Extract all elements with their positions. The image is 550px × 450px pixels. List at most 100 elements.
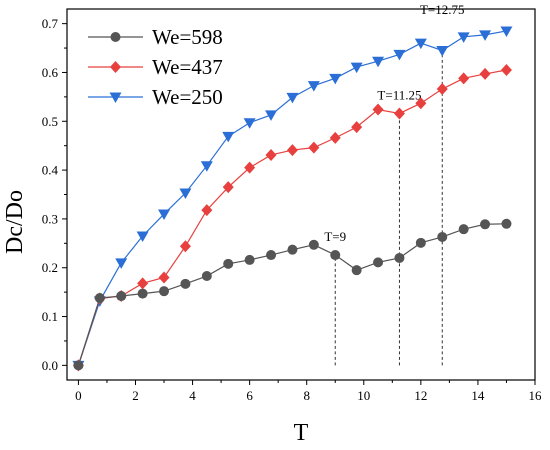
data-point	[180, 278, 191, 289]
data-point	[308, 141, 320, 154]
legend-label: We=250	[152, 85, 223, 109]
data-point	[244, 161, 256, 174]
legend-label: We=598	[152, 25, 223, 49]
y-tick-label: 0.7	[42, 16, 59, 31]
y-tick-label: 0.6	[42, 65, 59, 80]
data-point	[201, 204, 213, 217]
data-point	[137, 288, 148, 299]
data-point	[159, 286, 170, 297]
data-point	[500, 64, 512, 77]
annotations: T=9 T=11.25 T=12.75	[324, 2, 465, 366]
data-point	[179, 188, 192, 200]
data-point	[266, 250, 277, 261]
data-point	[373, 257, 384, 268]
data-point	[286, 144, 298, 157]
data-point	[480, 219, 491, 230]
data-point	[372, 56, 385, 68]
plot-frame	[66, 8, 536, 381]
data-point	[501, 218, 512, 229]
x-tick-label: 12	[414, 388, 427, 403]
data-point	[458, 72, 470, 85]
data-point	[158, 271, 170, 284]
legend: We=598 We=437 We=250	[88, 25, 223, 109]
y-tick-label: 0.5	[42, 114, 58, 129]
data-point	[265, 110, 278, 121]
data-point	[479, 67, 491, 80]
series-layer	[72, 26, 513, 372]
annotation-label: T=9	[324, 229, 346, 244]
data-point	[307, 81, 320, 92]
legend-item: We=250	[88, 85, 223, 109]
x-tick-label: 14	[471, 388, 485, 403]
data-point	[244, 254, 255, 265]
data-point	[458, 224, 469, 235]
data-point	[394, 252, 405, 263]
y-tick-label: 0.0	[42, 358, 58, 373]
series-we-250	[72, 26, 513, 372]
data-point	[223, 258, 234, 269]
data-point	[158, 209, 171, 221]
data-point	[436, 83, 448, 96]
data-point	[330, 250, 341, 261]
x-tick-label: 6	[246, 388, 253, 403]
data-point	[243, 118, 256, 129]
legend-item: We=598	[88, 25, 223, 49]
data-point	[436, 45, 449, 57]
y-axis: 0.0 0.1 0.2 0.3 0.4 0.5 0.6 0.7	[42, 16, 67, 373]
legend-item: We=437	[88, 55, 223, 79]
series-we-598	[73, 218, 512, 371]
data-point	[222, 181, 234, 194]
legend-label: We=437	[152, 55, 223, 79]
data-point	[287, 244, 298, 255]
data-point	[94, 292, 105, 303]
data-point	[415, 97, 427, 110]
x-tick-label: 8	[303, 388, 310, 403]
legend-marker	[109, 92, 122, 103]
data-point	[414, 38, 427, 50]
y-tick-label: 0.2	[42, 260, 58, 275]
plot-border	[66, 8, 536, 381]
data-point	[308, 239, 319, 250]
data-point	[201, 271, 212, 282]
data-point	[329, 131, 341, 144]
y-axis-title: Dc/Do	[2, 190, 28, 254]
data-point	[415, 237, 426, 248]
data-point	[479, 30, 492, 41]
data-point	[115, 258, 128, 269]
x-tick-label: 10	[357, 388, 370, 403]
data-point	[179, 240, 191, 253]
x-tick-label: 0	[75, 388, 82, 403]
data-point	[393, 49, 406, 61]
data-point	[351, 265, 362, 276]
x-axis-title: T	[294, 420, 309, 446]
series-we-437	[72, 64, 512, 372]
data-point	[372, 103, 384, 116]
data-point	[265, 148, 277, 161]
data-point	[393, 107, 405, 120]
y-tick-label: 0.1	[42, 309, 58, 324]
data-point	[329, 73, 342, 85]
data-point	[137, 277, 149, 290]
data-point	[73, 360, 84, 371]
data-point	[116, 291, 127, 302]
data-point	[457, 32, 470, 43]
data-point	[437, 231, 448, 242]
data-point	[500, 26, 513, 37]
data-point	[200, 161, 213, 172]
y-tick-label: 0.4	[42, 163, 59, 178]
x-tick-label: 4	[189, 388, 196, 403]
annotation-label: T=12.75	[420, 2, 465, 17]
x-tick-label: 16	[529, 388, 543, 403]
x-tick-label: 2	[132, 388, 139, 403]
data-point	[222, 131, 235, 143]
data-point	[350, 62, 363, 74]
legend-marker	[110, 61, 121, 73]
data-point	[351, 121, 363, 134]
data-point	[286, 92, 299, 104]
annotation-label: T=11.25	[377, 87, 421, 102]
legend-marker	[110, 32, 121, 42]
data-point	[136, 231, 149, 242]
y-tick-label: 0.3	[42, 211, 58, 226]
x-axis: 0 2 4 6 8 10 12 14 16	[75, 380, 542, 403]
